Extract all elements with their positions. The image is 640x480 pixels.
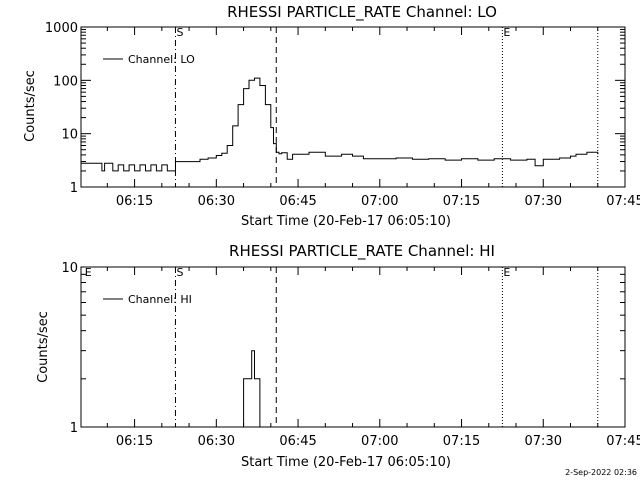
lo-y-tick-label: 1 <box>70 181 78 196</box>
hi-marker-label: S <box>176 266 183 279</box>
hi-series-line <box>241 350 261 428</box>
lo-channel-panel: RHESSI PARTICLE_RATE Channel: LO Counts/… <box>23 3 640 229</box>
lo-marker-label: S <box>176 26 183 39</box>
hi-legend-label: Channel: HI <box>128 293 192 306</box>
hi-x-tick-label: 06:30 <box>198 434 235 449</box>
hi-y-tick-label: 10 <box>61 261 78 276</box>
hi-x-tick-label: 06:45 <box>279 434 316 449</box>
lo-series-line <box>81 77 599 172</box>
lo-y-tick-label: 1000 <box>45 21 78 36</box>
lo-y-axis-label: Counts/sec <box>23 70 38 142</box>
lo-x-tick-label: 07:15 <box>443 194 480 209</box>
lo-panel-title: RHESSI PARTICLE_RATE Channel: LO <box>227 3 497 22</box>
hi-x-tick-label: 06:15 <box>116 434 153 449</box>
lo-y-tick-label: 100 <box>53 74 78 89</box>
hi-x-tick-label: 07:45 <box>606 434 640 449</box>
lo-legend-label: Channel: LO <box>128 53 195 66</box>
hi-marker-label: E <box>85 266 92 279</box>
hi-channel-panel: RHESSI PARTICLE_RATE Channel: HI Counts/… <box>36 242 640 470</box>
hi-x-tick-label: 07:00 <box>361 434 398 449</box>
lo-x-tick-label: 06:15 <box>116 194 153 209</box>
lo-x-tick-label: 07:45 <box>606 194 640 209</box>
lo-x-tick-label: 07:30 <box>525 194 562 209</box>
timestamp: 2-Sep-2022 02:36 <box>565 468 637 477</box>
hi-marker-label: E <box>503 266 510 279</box>
lo-y-tick-label: 10 <box>61 128 78 143</box>
hi-x-tick-label: 07:15 <box>443 434 480 449</box>
hi-y-tick-label: 1 <box>70 421 78 436</box>
lo-x-tick-label: 06:30 <box>198 194 235 209</box>
hi-x-axis-label: Start Time (20-Feb-17 06:05:10) <box>241 455 451 470</box>
hi-x-tick-label: 07:30 <box>525 434 562 449</box>
lo-x-tick-label: 06:45 <box>279 194 316 209</box>
lo-x-axis-label: Start Time (20-Feb-17 06:05:10) <box>241 214 451 229</box>
lo-marker-label: E <box>503 26 510 39</box>
hi-y-axis-label: Counts/sec <box>36 311 51 383</box>
hi-panel-title: RHESSI PARTICLE_RATE Channel: HI <box>229 242 495 261</box>
lo-x-tick-label: 07:00 <box>361 194 398 209</box>
